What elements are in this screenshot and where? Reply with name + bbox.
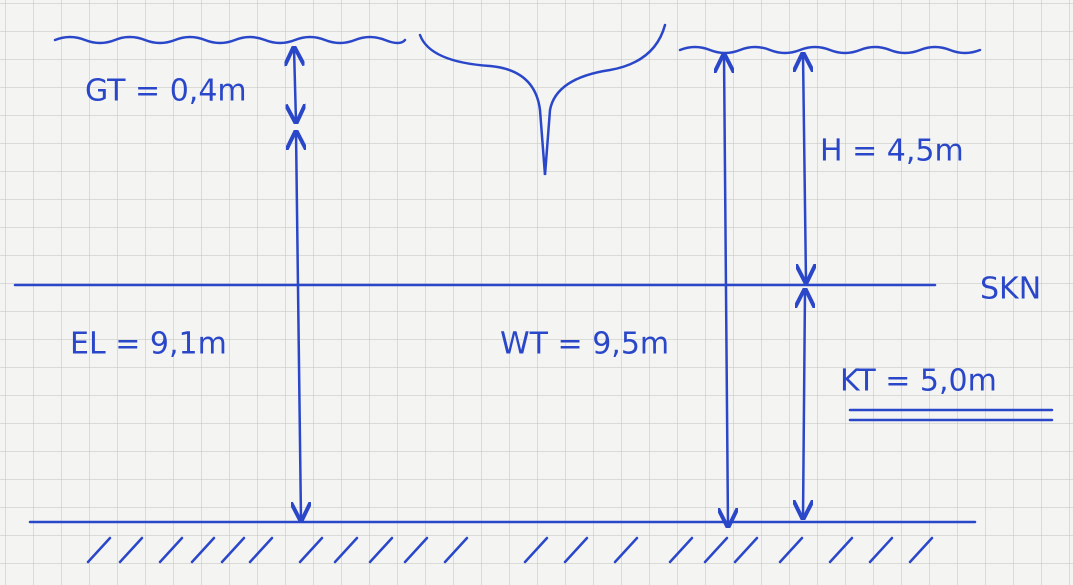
ship-hull <box>418 23 667 176</box>
water-surface-left <box>53 35 407 45</box>
skn-label: SKN <box>980 272 1041 307</box>
gt-arrow <box>294 48 296 122</box>
gt-label: GT = 0,4m <box>85 74 247 109</box>
kt-arrow <box>803 290 805 518</box>
kt-label: KT = 5,0m <box>840 364 997 399</box>
water-surface-right <box>678 45 982 55</box>
result-underline <box>848 408 1054 422</box>
h-label: H = 4,5m <box>820 134 964 169</box>
el-label: EL = 9,1m <box>70 327 227 362</box>
seabed-hatching <box>86 536 934 564</box>
el-arrow <box>296 132 301 520</box>
wt-label: WT = 9,5m <box>500 327 669 362</box>
h-arrow <box>803 54 806 282</box>
wt-arrow <box>724 55 728 526</box>
